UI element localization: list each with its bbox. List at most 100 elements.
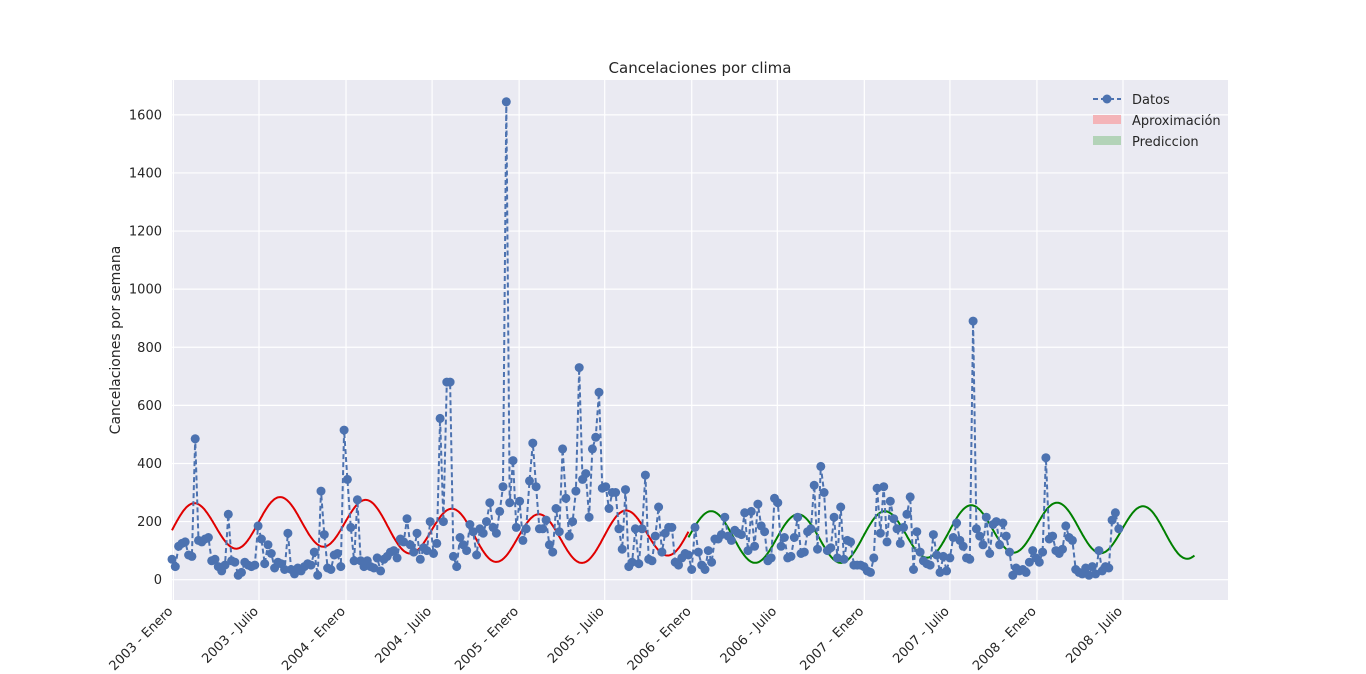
datos-point <box>958 541 968 551</box>
datos-point <box>571 486 581 496</box>
datos-point <box>1038 547 1048 557</box>
y-axis-ticks: 0 200 400 600 800 1000 1200 1400 1600 <box>129 108 162 588</box>
datos-point <box>342 474 352 484</box>
datos-point <box>336 562 346 572</box>
datos-point <box>256 534 266 544</box>
datos-point <box>220 560 230 570</box>
datos-point <box>703 546 713 556</box>
datos-point <box>203 533 213 542</box>
datos-point <box>604 504 614 513</box>
datos-point <box>574 363 584 373</box>
datos-point <box>693 547 703 557</box>
datos-point <box>462 546 472 556</box>
datos-point <box>306 560 316 570</box>
legend-aproximacion-label: Aproximación <box>1132 114 1221 129</box>
datos-point <box>541 515 551 525</box>
datos-point <box>1028 546 1038 556</box>
datos-point <box>455 533 465 542</box>
datos-point <box>1021 567 1031 577</box>
x-tick-label: 2007 - Julio <box>890 604 952 666</box>
datos-point <box>952 518 962 528</box>
datos-point <box>875 528 885 538</box>
datos-point <box>912 527 922 537</box>
datos-point <box>637 524 647 534</box>
datos-point <box>472 550 482 560</box>
x-tick-label: 2007 - Enero <box>798 604 868 674</box>
datos-point <box>452 562 462 572</box>
datos-point <box>429 549 438 558</box>
datos-point <box>995 540 1005 550</box>
datos-point <box>482 517 491 527</box>
datos-point <box>521 524 531 534</box>
datos-point <box>925 560 935 570</box>
datos-point <box>743 546 753 556</box>
datos-point <box>558 444 568 454</box>
datos-point <box>650 531 660 541</box>
datos-point <box>779 533 789 542</box>
datos-point <box>581 469 591 479</box>
datos-point <box>445 377 455 387</box>
datos-point <box>816 461 826 471</box>
datos-point <box>584 512 594 522</box>
datos-point <box>518 535 528 545</box>
datos-point <box>425 517 435 527</box>
datos-point <box>280 565 290 574</box>
datos-point <box>895 538 905 548</box>
datos-point <box>1087 562 1097 572</box>
datos-point <box>819 488 829 497</box>
datos-point <box>634 559 644 569</box>
datos-point <box>405 540 415 550</box>
datos-point <box>237 567 246 577</box>
datos-point <box>167 554 177 564</box>
datos-point <box>915 547 925 557</box>
legend-prediccion-label: Prediccion <box>1132 135 1199 150</box>
datos-point <box>544 540 554 550</box>
datos-point <box>839 554 849 564</box>
datos-point <box>548 547 558 557</box>
datos-point <box>879 482 889 492</box>
datos-point <box>726 535 736 545</box>
datos-point <box>538 524 548 534</box>
datos-point <box>753 499 763 509</box>
datos-point <box>1067 535 1077 545</box>
datos-point <box>1107 515 1117 525</box>
datos-point <box>746 506 756 516</box>
datos-point <box>485 498 495 508</box>
datos-point <box>1104 563 1114 573</box>
y-tick-label: 1600 <box>129 108 162 123</box>
datos-point <box>1061 521 1071 531</box>
x-tick-label: 2005 - Julio <box>545 604 607 666</box>
datos-point <box>1058 544 1067 554</box>
datos-point <box>508 456 518 466</box>
datos-point <box>253 521 263 531</box>
datos-point <box>594 387 604 397</box>
datos-point <box>190 434 200 444</box>
datos-point <box>846 537 856 547</box>
datos-point <box>750 541 760 551</box>
datos-point <box>346 522 356 532</box>
datos-point <box>657 547 667 557</box>
datos-point <box>809 480 819 490</box>
datos-point <box>223 509 233 519</box>
datos-point <box>773 498 783 508</box>
datos-point <box>501 97 511 107</box>
datos-point <box>230 557 240 567</box>
datos-point <box>392 553 402 563</box>
datos-point <box>640 470 650 480</box>
datos-point <box>882 537 892 547</box>
datos-point <box>309 547 319 557</box>
datos-point <box>448 551 458 561</box>
datos-point <box>326 565 336 574</box>
datos-point <box>316 486 326 496</box>
datos-point <box>551 504 561 513</box>
datos-point <box>554 527 564 537</box>
datos-point <box>409 547 419 557</box>
datos-point <box>1024 557 1034 567</box>
datos-point <box>869 553 879 563</box>
datos-point <box>793 512 803 522</box>
x-axis-ticks: 2003 - Enero 2003 - Julio 2004 - Enero 2004… <box>107 604 1126 674</box>
datos-point <box>568 517 578 527</box>
datos-point <box>250 560 260 570</box>
x-tick-label: 2004 - Enero <box>279 604 349 674</box>
